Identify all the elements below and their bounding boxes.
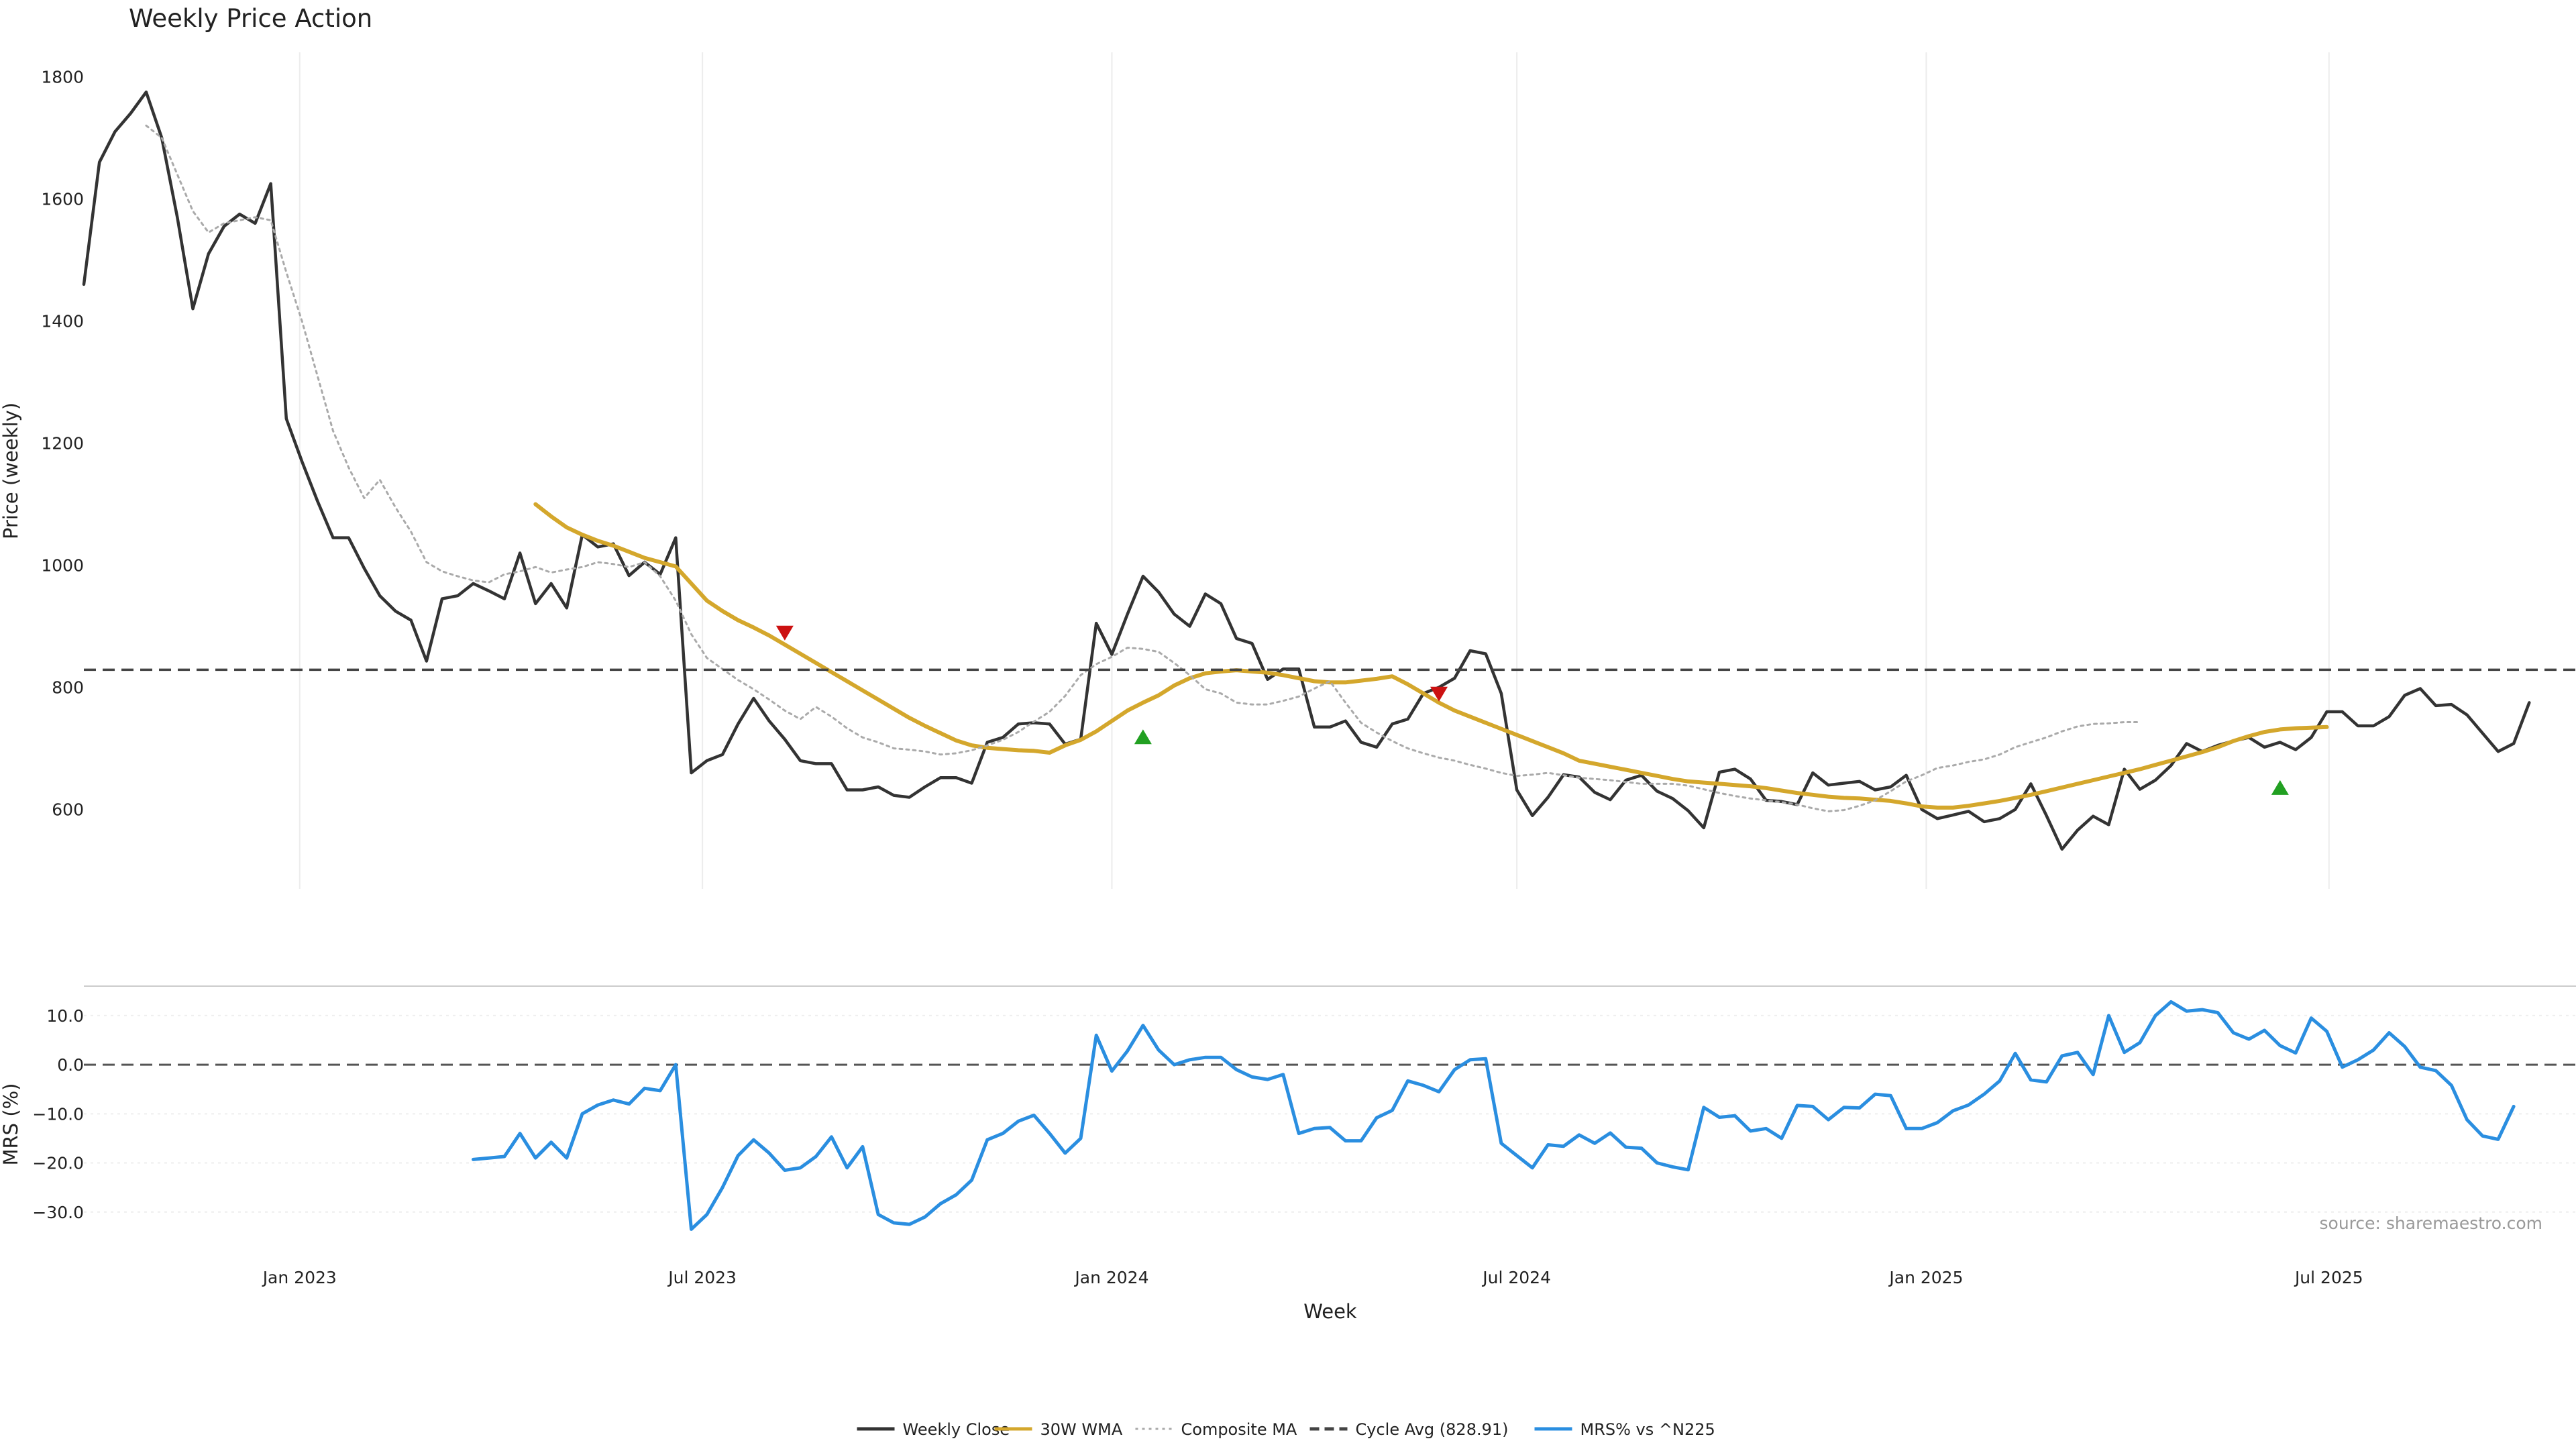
mrs-y-ticks: −30.0 −20.0 −10.0 0.0 10.0	[32, 1006, 84, 1222]
price-series-layer	[82, 90, 2576, 851]
source-annotation: source: sharemaestro.com	[2320, 1214, 2543, 1233]
sell-signal-marker	[775, 625, 794, 641]
x-axis-label: Week	[1303, 1300, 1357, 1323]
price-y-tick-label: 1000	[41, 556, 84, 576]
composite-ma-line	[145, 124, 2141, 812]
x-tick-label: Jan 2023	[262, 1268, 337, 1287]
30w-wma-line	[533, 502, 2329, 810]
legend-entry-label: Cycle Avg (828.91)	[1356, 1420, 1509, 1439]
price-grid	[299, 52, 2330, 889]
legend-entry-label: Composite MA	[1181, 1420, 1297, 1439]
chart-title: Weekly Price Action	[129, 4, 372, 33]
x-tick-label: Jan 2024	[1073, 1268, 1148, 1287]
x-tick-label: Jul 2025	[2294, 1268, 2363, 1287]
weekly-close-line	[82, 90, 2531, 851]
mrs-line	[472, 1000, 2516, 1231]
legend: Weekly Close 30W WMA Composite MA Cycle Avg…	[857, 1420, 1715, 1439]
legend-entry-label: 30W WMA	[1040, 1420, 1123, 1439]
sell-signal-marker	[1430, 686, 1448, 702]
x-tick-label: Jul 2023	[667, 1268, 737, 1287]
price-y-tick-label: 1600	[41, 189, 84, 209]
mrs-y-tick-label: −20.0	[32, 1154, 84, 1173]
price-markers-layer	[775, 625, 2289, 795]
price-y-tick-label: 1800	[41, 67, 84, 87]
mrs-y-tick-label: 10.0	[46, 1006, 84, 1026]
x-ticks: Jan 2023 Jul 2023 Jan 2024 Jul 2024 Jan 2025…	[262, 1268, 2363, 1287]
price-y-ticks: 600 800 1000 1200 1400 1600 1800	[41, 67, 84, 819]
price-y-tick-label: 600	[52, 800, 84, 820]
price-y-axis-label: Price (weekly)	[0, 402, 22, 539]
buy-signal-marker	[2271, 780, 2289, 795]
mrs-series-layer	[472, 1000, 2516, 1231]
mrs-y-axis-label: MRS (%)	[0, 1083, 22, 1166]
x-tick-label: Jan 2025	[1888, 1268, 1963, 1287]
mrs-y-tick-label: 0.0	[57, 1055, 84, 1075]
legend-entry-label: MRS% vs ^N225	[1580, 1420, 1715, 1439]
mrs-y-tick-label: −30.0	[32, 1203, 84, 1222]
legend-entry-label: Weekly Close	[903, 1420, 1010, 1439]
price-y-tick-label: 1200	[41, 434, 84, 453]
mrs-y-tick-label: −10.0	[32, 1104, 84, 1124]
buy-signal-marker	[1134, 729, 1152, 745]
x-tick-label: Jul 2024	[1481, 1268, 1551, 1287]
price-y-tick-label: 1400	[41, 311, 84, 331]
mrs-grid	[84, 1014, 2576, 1213]
price-y-tick-label: 800	[52, 678, 84, 698]
